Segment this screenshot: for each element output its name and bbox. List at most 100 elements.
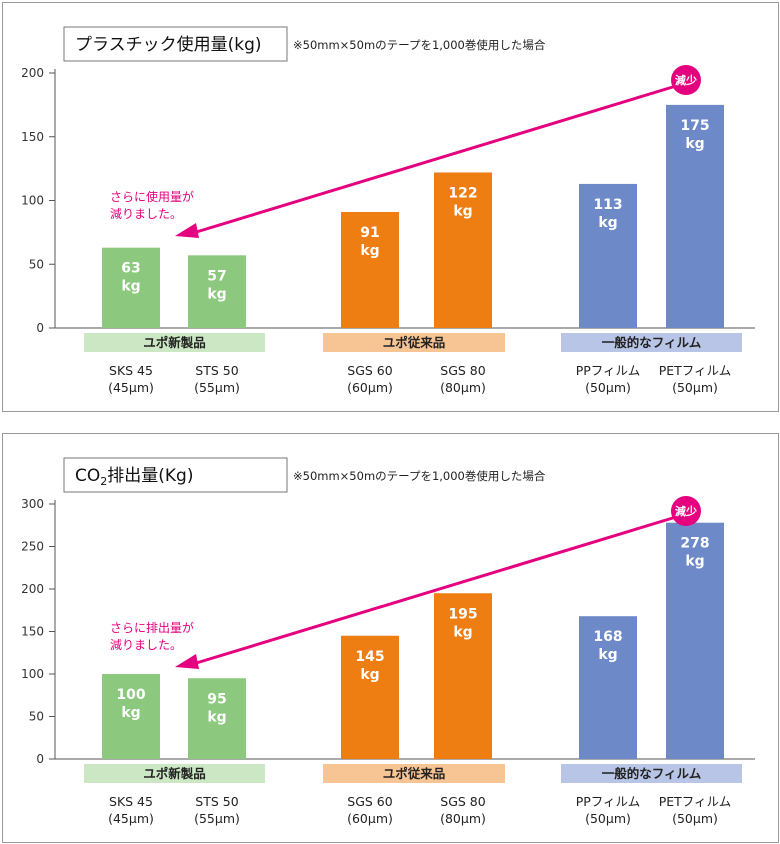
bar-value-label: 91	[360, 225, 379, 241]
reduction-arrowhead	[175, 223, 199, 238]
co2-emission-chart-panel: CO2排出量(Kg) ※50mm×50mのテープを1,000巻使用した場合 0 50 1…	[2, 433, 779, 843]
bar-unit-label: kg	[598, 647, 617, 663]
bar-2	[188, 255, 246, 328]
bar-1	[102, 674, 160, 759]
bar-5	[579, 616, 637, 759]
bar-4	[434, 172, 492, 328]
y-tick-label: 150	[21, 625, 44, 639]
bar-6	[666, 104, 724, 328]
bar-5	[579, 183, 637, 328]
bar-value-label: 95	[207, 691, 226, 707]
category-label: PPフィルム	[576, 363, 641, 378]
bar-3	[341, 635, 399, 759]
y-tick-label: 200	[21, 66, 44, 80]
co2-emission-chart: CO2排出量(Kg) ※50mm×50mのテープを1,000巻使用した場合 0 50 1…	[21, 457, 755, 826]
bar-unit-label: kg	[121, 279, 140, 295]
reduction-arrow	[192, 84, 677, 235]
bar-unit-label: kg	[207, 286, 226, 302]
category-sublabel: (60μm)	[347, 380, 393, 395]
category-label: SKS 45	[109, 794, 153, 809]
annotation-line-2: 減りました。	[110, 637, 182, 652]
bar-unit-label: kg	[121, 705, 140, 721]
bar-6	[666, 522, 724, 759]
category-sublabel: (50μm)	[585, 380, 631, 395]
bar-unit-label: kg	[685, 554, 704, 570]
category-label: PETフィルム	[659, 794, 732, 809]
bar-unit-label: kg	[685, 136, 704, 152]
bar-value-label: 113	[593, 197, 622, 213]
group-label: 一般的なフィルム	[602, 766, 702, 781]
chart-note: ※50mm×50mのテープを1,000巻使用した場合	[293, 469, 546, 483]
y-tick-label: 300	[21, 497, 44, 511]
y-tick-label: 50	[29, 710, 44, 724]
annotation-line-2: 減りました。	[110, 206, 182, 221]
y-tick-label: 0	[36, 752, 44, 766]
bar-value-label: 175	[680, 118, 709, 134]
reduction-badge-label: 減少	[675, 73, 697, 87]
y-tick-label: 50	[29, 257, 44, 271]
reduction-badge	[671, 496, 701, 526]
bar-value-label: 278	[680, 536, 709, 552]
reduction-arrow	[192, 515, 677, 666]
category-label: SKS 45	[109, 363, 153, 378]
chart-title: CO2排出量(Kg)	[75, 466, 193, 488]
bar-value-label: 100	[116, 687, 145, 703]
bar-value-label: 145	[355, 649, 384, 665]
chart-title: プラスチック使用量(kg)	[75, 34, 262, 55]
annotation-line-1: さらに使用量が	[110, 189, 194, 204]
reduction-arrowhead	[175, 654, 199, 669]
y-tick-label: 250	[21, 540, 44, 554]
group-label: 一般的なフィルム	[602, 335, 702, 350]
bar-value-label: 195	[448, 606, 477, 622]
group-band	[84, 333, 265, 352]
group-band	[561, 764, 742, 783]
category-label: SGS 60	[347, 794, 392, 809]
reduction-badge	[671, 65, 701, 95]
category-sublabel: (50μm)	[672, 380, 718, 395]
category-label: STS 50	[195, 363, 238, 378]
category-sublabel: (55μm)	[194, 811, 240, 826]
category-label: SGS 80	[440, 363, 485, 378]
category-sublabel: (50μm)	[585, 811, 631, 826]
bar-value-label: 63	[121, 261, 140, 277]
y-tick-label: 200	[21, 582, 44, 596]
bar-value-label: 122	[448, 185, 477, 201]
bar-unit-label: kg	[598, 215, 617, 231]
reduction-badge-label: 減少	[675, 504, 697, 518]
group-band	[84, 764, 265, 783]
group-label: ユポ新製品	[143, 766, 206, 781]
category-sublabel: (60μm)	[347, 811, 393, 826]
bar-unit-label: kg	[360, 243, 379, 259]
group-band	[323, 333, 505, 352]
bar-4	[434, 593, 492, 759]
category-sublabel: (45μm)	[108, 380, 154, 395]
y-tick-label: 100	[21, 194, 44, 208]
bar-unit-label: kg	[207, 709, 226, 725]
bar-value-label: 57	[207, 268, 226, 284]
y-tick-label: 150	[21, 130, 44, 144]
category-label: PPフィルム	[576, 794, 641, 809]
y-tick-label: 0	[36, 321, 44, 335]
y-tick-label: 100	[21, 667, 44, 681]
category-label: SGS 60	[347, 363, 392, 378]
bar-3	[341, 211, 399, 328]
category-label: PETフィルム	[659, 363, 732, 378]
category-sublabel: (80μm)	[440, 811, 486, 826]
category-label: SGS 80	[440, 794, 485, 809]
bar-unit-label: kg	[453, 624, 472, 640]
category-sublabel: (55μm)	[194, 380, 240, 395]
category-label: STS 50	[195, 794, 238, 809]
group-band	[323, 764, 505, 783]
group-label: ユポ従来品	[383, 335, 446, 350]
group-label: ユポ従来品	[383, 766, 446, 781]
plastic-usage-chart-panel: プラスチック使用量(kg) ※50mm×50mのテープを1,000巻使用した場合 0…	[2, 2, 779, 412]
category-sublabel: (50μm)	[672, 811, 718, 826]
bar-unit-label: kg	[453, 203, 472, 219]
plastic-usage-chart: プラスチック使用量(kg) ※50mm×50mのテープを1,000巻使用した場合 0…	[21, 26, 755, 395]
bar-2	[188, 678, 246, 759]
group-band	[561, 333, 742, 352]
bar-1	[102, 247, 160, 328]
bar-value-label: 168	[593, 629, 622, 645]
group-label: ユポ新製品	[143, 335, 206, 350]
title-box	[63, 457, 288, 493]
